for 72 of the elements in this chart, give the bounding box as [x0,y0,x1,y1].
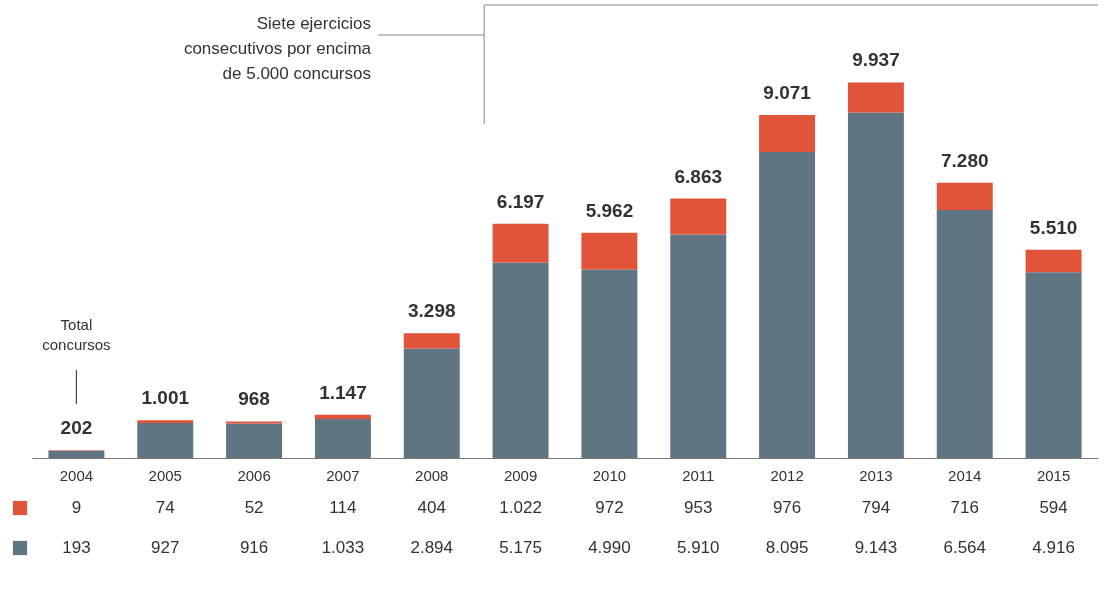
bar [492,223,549,263]
bar [759,115,816,153]
data-label: 2.894 [410,538,454,557]
data-label: 916 [239,538,269,557]
data-label: 594 [1039,498,1068,517]
data-label: 9 [71,498,82,517]
x-tick-label: 2007 [326,466,360,484]
bar [48,450,105,458]
data-label: 953 [684,498,713,517]
x-tick-label: 2006 [237,466,271,484]
total-label: 6.863 [674,165,723,187]
bar [936,182,993,210]
x-tick-label: 2011 [682,466,715,484]
bar [936,209,993,458]
bar [847,112,904,458]
data-label: 794 [861,498,891,517]
data-label: 5.175 [499,538,542,557]
total-label: 5.962 [585,199,634,221]
data-label: 9.143 [854,538,898,557]
total-label: 9.937 [852,49,900,71]
data-label: 1.022 [499,498,542,517]
data-label: 972 [595,498,624,517]
data-label: 8.095 [765,538,809,557]
bar [1025,272,1082,458]
x-tick-label: 2010 [592,466,627,484]
total-label: 6.197 [496,190,545,212]
data-label: 6.564 [943,538,987,557]
x-tick-label: 2013 [859,466,893,484]
data-label: 716 [950,498,979,517]
annotation: Total concursos [42,316,111,353]
bar [670,198,727,235]
total-label: 7.280 [940,149,989,171]
data-label: 4.990 [588,538,631,557]
x-tick-label: 2009 [503,466,538,484]
x-tick-label: 2012 [770,466,804,484]
data-label: 193 [62,538,91,557]
bar [581,269,638,458]
data-label: 52 [244,498,264,517]
bar [1025,249,1082,273]
data-label: 976 [772,498,802,517]
data-label: 927 [151,538,180,557]
bar [137,420,194,423]
data-label: 4.916 [1032,538,1075,557]
data-label: 114 [329,498,357,517]
bar [670,234,727,458]
total-label: 9.071 [763,82,812,104]
bar [581,232,638,270]
data-label: 5.910 [676,538,720,557]
bar [314,418,371,458]
x-tick-label: 2004 [59,466,94,484]
annotation: Siete ejercicios consecutivos por encima de 5.000 concursos [183,14,372,83]
data-label: 404 [417,498,446,517]
bar [403,333,460,349]
bar [403,348,460,458]
total-label: 968 [238,388,270,410]
bar [137,422,194,458]
x-tick-label: 2015 [1036,466,1071,484]
bar [759,152,816,458]
total-label: 202 [60,417,93,439]
x-tick-label: 2008 [415,466,449,484]
data-label: 1.033 [321,538,365,557]
bar [492,262,549,458]
total-label: 1.001 [141,387,190,409]
total-label: 5.510 [1029,216,1078,238]
total-label: 1.147 [319,381,367,403]
bar [314,414,371,419]
total-label: 3.298 [407,300,456,322]
x-tick-label: 2014 [948,466,982,484]
bar [847,82,904,113]
x-tick-label: 2005 [148,466,182,484]
bar [226,423,283,458]
data-label: 74 [155,498,175,517]
